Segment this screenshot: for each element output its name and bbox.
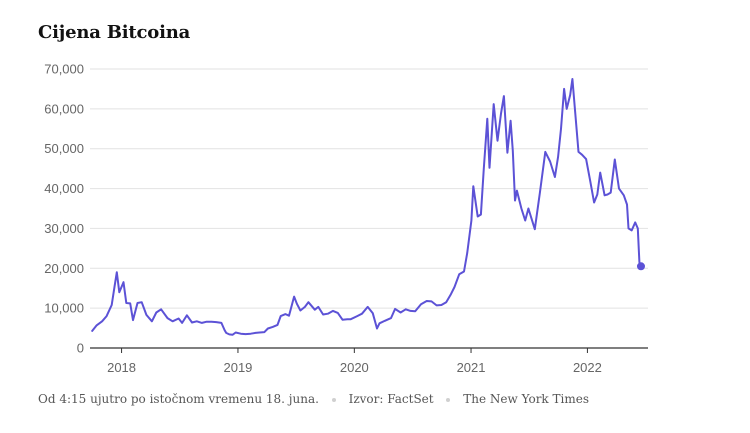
last-price-point [636, 262, 645, 271]
x-tick-label: 2022 [573, 360, 602, 375]
chart-title: Cijena Bitcoina [38, 22, 191, 43]
x-tick-labels: 2018 2019 2020 2021 2022 [107, 360, 602, 375]
x-tick-label: 2018 [107, 360, 136, 375]
timestamp-note: Od 4:15 ujutro po istočnom vremenu 18. j… [38, 392, 319, 406]
y-tick-label: 0 [77, 341, 84, 356]
price-line [91, 78, 642, 336]
y-tick-label: 10,000 [44, 301, 84, 316]
y-tick-label: 50,000 [44, 141, 84, 156]
y-tick-label: 40,000 [44, 181, 84, 196]
y-tick-label: 20,000 [44, 261, 84, 276]
x-tick-label: 2020 [340, 360, 369, 375]
y-tick-labels: 0 10,000 20,000 30,000 40,000 50,000 60,000 70,… [44, 62, 84, 356]
series-layer [91, 78, 645, 336]
credit-note: The New York Times [463, 392, 589, 406]
y-tick-label: 70,000 [44, 62, 84, 77]
y-tick-label: 30,000 [44, 221, 84, 236]
separator-dot [446, 397, 451, 402]
source-note: Izvor: FactSet [348, 392, 434, 406]
y-tick-label: 60,000 [44, 101, 84, 116]
x-tick-label: 2019 [223, 360, 252, 375]
x-tick-label: 2021 [457, 360, 486, 375]
grid-layer [90, 68, 648, 353]
separator-dot [331, 397, 336, 402]
chart-footer: Od 4:15 ujutro po istočnom vremenu 18. j… [38, 392, 589, 406]
